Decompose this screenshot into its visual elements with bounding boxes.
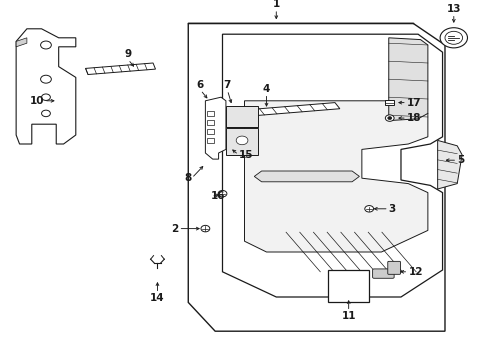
Text: 9: 9: [124, 49, 131, 59]
Polygon shape: [205, 97, 225, 159]
Circle shape: [201, 225, 209, 232]
Circle shape: [236, 136, 247, 145]
FancyBboxPatch shape: [387, 261, 400, 274]
Polygon shape: [16, 38, 27, 47]
Polygon shape: [85, 63, 155, 75]
Circle shape: [41, 110, 50, 117]
Circle shape: [218, 190, 226, 197]
Text: 10: 10: [29, 96, 44, 106]
Text: 15: 15: [238, 150, 253, 160]
Bar: [207, 120, 213, 125]
Text: 18: 18: [406, 113, 421, 123]
Text: 2: 2: [171, 224, 178, 234]
Bar: [207, 138, 213, 143]
Text: 7: 7: [223, 80, 231, 90]
Polygon shape: [254, 171, 359, 182]
Bar: [207, 129, 213, 134]
Text: 3: 3: [388, 204, 395, 214]
Circle shape: [387, 117, 391, 120]
Polygon shape: [437, 140, 461, 189]
Circle shape: [385, 115, 393, 121]
Polygon shape: [225, 106, 258, 127]
Text: 12: 12: [407, 267, 422, 277]
Bar: [327, 270, 368, 302]
Text: 13: 13: [446, 4, 460, 14]
Text: 5: 5: [456, 155, 464, 165]
Circle shape: [41, 75, 51, 83]
Polygon shape: [16, 29, 76, 144]
Text: 8: 8: [184, 173, 191, 183]
Bar: [385, 100, 393, 105]
FancyBboxPatch shape: [372, 269, 393, 278]
Text: 16: 16: [211, 191, 225, 201]
Polygon shape: [246, 103, 339, 116]
Polygon shape: [222, 34, 442, 297]
Circle shape: [364, 206, 373, 212]
Text: 4: 4: [262, 84, 270, 94]
Bar: [207, 111, 213, 116]
Text: 14: 14: [150, 293, 164, 303]
Polygon shape: [225, 128, 258, 155]
Text: 11: 11: [341, 311, 355, 321]
Text: 17: 17: [406, 98, 421, 108]
Circle shape: [41, 41, 51, 49]
Polygon shape: [388, 38, 427, 121]
Circle shape: [439, 28, 467, 48]
Polygon shape: [244, 101, 427, 252]
Polygon shape: [188, 23, 444, 331]
Circle shape: [444, 31, 462, 44]
Text: 1: 1: [272, 0, 279, 9]
Circle shape: [41, 94, 50, 100]
Text: 6: 6: [197, 80, 203, 90]
